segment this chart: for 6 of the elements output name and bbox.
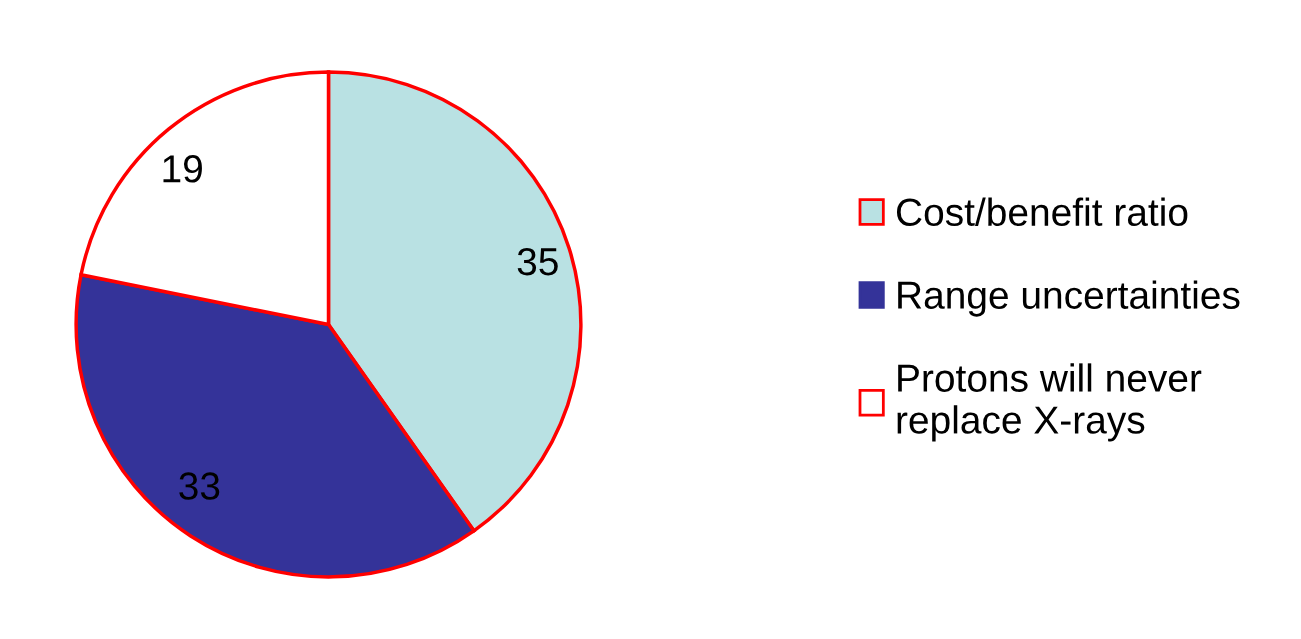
legend-label: Cost/benefit ratio bbox=[896, 197, 1188, 227]
data-label: 19 bbox=[163, 155, 202, 183]
legend-label: Protons will never replace X-rays bbox=[897, 363, 1202, 442]
legend-label: Range uncertainties bbox=[898, 280, 1240, 317]
data-label: 35 bbox=[517, 247, 558, 276]
data-label: 33 bbox=[179, 472, 220, 500]
